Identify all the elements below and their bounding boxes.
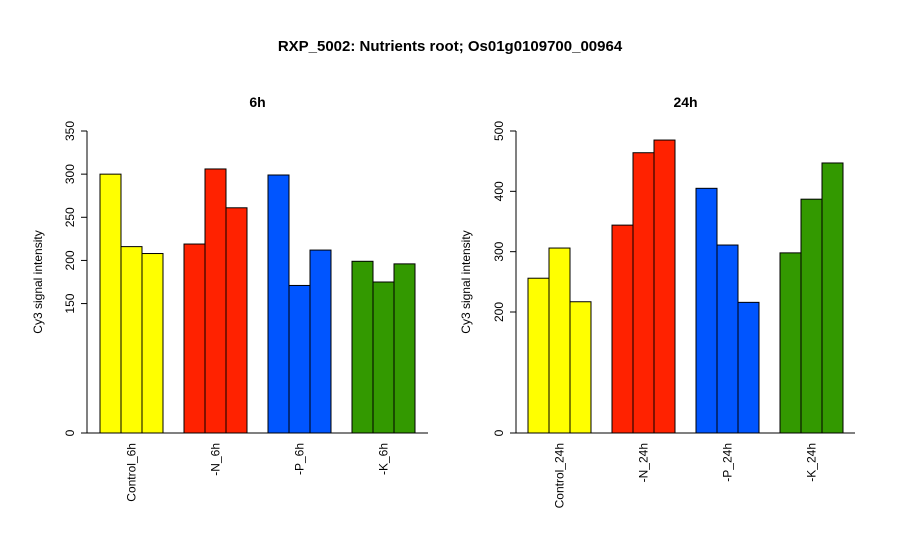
x-tick-label--P_6h: -P_6h <box>293 443 307 475</box>
y-tick-label-24h-200: 200 <box>492 302 506 322</box>
bar--P_24h-3 <box>737 301 760 434</box>
bar--P_24h-1 <box>695 187 718 434</box>
panel-title-6h: 6h <box>249 94 265 110</box>
y-tick-label-24h-0: 0 <box>492 429 506 436</box>
bar--K_6h-3 <box>393 263 416 434</box>
bar-Control_6h-3 <box>141 253 164 434</box>
bar--P_6h-3 <box>309 249 332 434</box>
bar--N_6h-1 <box>183 243 206 434</box>
panel-title-24h: 24h <box>673 94 697 110</box>
x-tick-label-Control_24h: Control_24h <box>553 443 567 508</box>
y-tick-label-6h-200: 200 <box>63 250 77 270</box>
y-tick-label-6h-0: 0 <box>63 429 77 436</box>
y-tick-label-6h-250: 250 <box>63 207 77 227</box>
x-tick-label--N_24h: -N_24h <box>637 443 651 482</box>
x-tick-label--N_6h: -N_6h <box>209 443 223 476</box>
bar--K_24h-2 <box>800 198 823 434</box>
y-tick-label-6h-350: 350 <box>63 121 77 141</box>
y-axis-label-6h: Cy3 signal intensity <box>31 230 45 333</box>
bar-Control_24h-2 <box>548 247 571 434</box>
bar--K_6h-1 <box>351 260 374 434</box>
bar--N_24h-1 <box>611 224 634 434</box>
x-tick-label--K_6h: -K_6h <box>377 443 391 475</box>
bar--N_24h-2 <box>632 152 655 434</box>
bar--P_6h-1 <box>267 174 290 434</box>
x-tick-label--P_24h: -P_24h <box>721 443 735 482</box>
x-tick-label-Control_6h: Control_6h <box>125 443 139 502</box>
y-tick-label-24h-300: 300 <box>492 241 506 261</box>
bar-Control_24h-3 <box>569 301 592 434</box>
x-tick-label--K_24h: -K_24h <box>805 443 819 482</box>
bar-Control_6h-1 <box>99 173 122 434</box>
bar-Control_6h-2 <box>120 246 143 434</box>
bar--K_24h-3 <box>821 162 844 434</box>
y-tick-label-6h-150: 150 <box>63 293 77 313</box>
bar--K_24h-1 <box>779 252 802 434</box>
y-tick-label-24h-500: 500 <box>492 121 506 141</box>
main-title: RXP_5002: Nutrients root; Os01g0109700_0… <box>277 38 623 55</box>
bar--P_6h-2 <box>288 284 311 434</box>
bar--N_6h-2 <box>204 168 227 434</box>
bar--K_6h-2 <box>372 281 395 434</box>
y-tick-label-24h-400: 400 <box>492 181 506 201</box>
bar--N_24h-3 <box>653 139 676 434</box>
y-tick-label-6h-300: 300 <box>63 164 77 184</box>
bar-Control_24h-1 <box>527 277 550 434</box>
y-axis-label-24h: Cy3 signal intensity <box>459 230 473 333</box>
bar--N_6h-3 <box>225 207 248 434</box>
bar--P_24h-2 <box>716 244 739 434</box>
